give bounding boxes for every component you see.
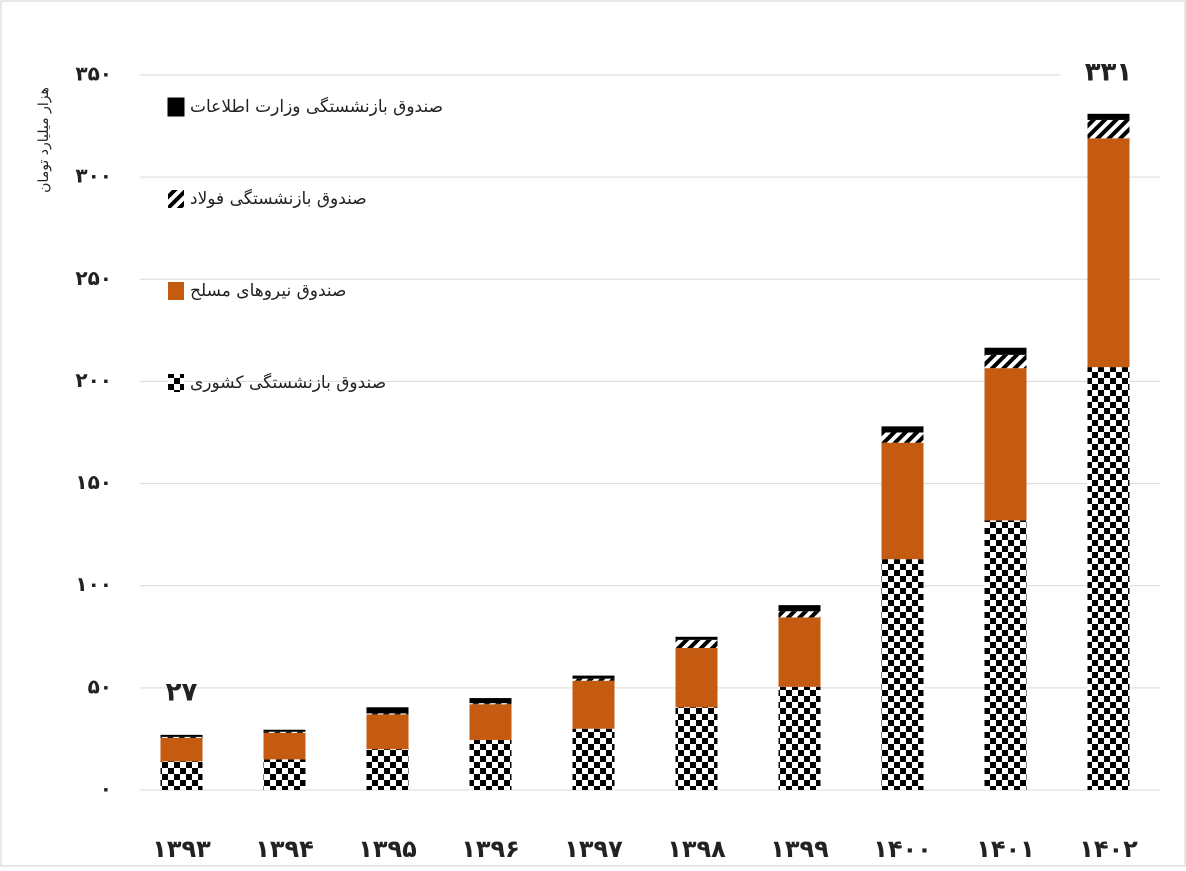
- bar-segment: [263, 759, 306, 790]
- total-label: ۳۳۱: [1085, 58, 1133, 88]
- bar-segment: [366, 707, 409, 714]
- x-tick-label: ۱۳۹۶: [461, 835, 520, 863]
- y-tick-label: ۳۵۰: [75, 62, 112, 86]
- bar-segment: [778, 617, 821, 687]
- bar-segment: [469, 703, 512, 705]
- y-tick-label: ۱۰۰: [75, 572, 112, 596]
- bar-segment: [160, 734, 203, 737]
- bar-segment: [469, 739, 512, 790]
- bar-segment: [263, 729, 306, 732]
- bar-segment: [572, 728, 615, 790]
- y-tick-label: ۲۵۰: [75, 266, 112, 290]
- x-tick-label: ۱۴۰۲: [1079, 835, 1138, 863]
- bar-segment: [572, 678, 615, 681]
- bar-segment: [366, 749, 409, 790]
- bar-segment: [675, 707, 718, 790]
- bar-segment: [572, 675, 615, 679]
- bar-segment: [160, 761, 203, 790]
- bar-segment: [160, 736, 203, 738]
- bar-segment: [675, 636, 718, 640]
- bar-segment: [160, 737, 203, 762]
- x-tick-label: ۱۳۹۳: [152, 835, 211, 863]
- bar-segment: [881, 426, 924, 433]
- y-tick-label: ۵۰: [88, 674, 112, 698]
- legend-label: صندوق نیروهای مسلح: [190, 281, 346, 301]
- legend-label: صندوق بازنشستگی وزارت اطلاعات: [190, 96, 443, 117]
- x-tick-label: ۱۳۹۸: [667, 835, 726, 863]
- bar-segment: [984, 368, 1027, 521]
- legend-label: صندوق بازنشستگی کشوری: [190, 372, 386, 393]
- bar-segment: [1087, 138, 1130, 368]
- x-tick-label: ۱۴۰۱: [976, 835, 1035, 863]
- bar-segment: [984, 354, 1027, 369]
- total-label: ۲۷: [166, 677, 198, 707]
- x-tick-label: ۱۳۹۹: [770, 835, 829, 863]
- bar-segment: [881, 442, 924, 560]
- bar-segment: [778, 605, 821, 612]
- y-tick-label: ۰: [100, 777, 112, 801]
- bar-segment: [469, 704, 512, 740]
- x-tick-label: ۱۳۹۷: [564, 835, 623, 863]
- legend-swatch: [168, 190, 184, 208]
- bar-segment: [263, 732, 306, 760]
- bar-segment: [469, 698, 512, 704]
- y-axis-label: هزار میلیارد تومان: [36, 87, 52, 193]
- bar-segment: [263, 731, 306, 733]
- bar-segment: [778, 611, 821, 618]
- bar-segment: [1087, 119, 1130, 139]
- x-tick-label: ۱۴۰۰: [873, 835, 932, 863]
- bar-segment: [675, 639, 718, 649]
- x-tick-label: ۱۳۹۴: [255, 835, 314, 863]
- y-tick-label: ۳۰۰: [75, 164, 112, 188]
- legend-swatch: [167, 97, 185, 117]
- bar-segment: [984, 347, 1027, 355]
- legend-swatch: [168, 282, 184, 300]
- bar-segment: [778, 686, 821, 790]
- bar-segment: [984, 520, 1027, 790]
- x-tick-label: ۱۳۹۵: [358, 835, 417, 863]
- y-tick-label: ۲۰۰: [75, 368, 112, 392]
- legend-label: صندوق بازنشستگی فولاد: [190, 188, 367, 209]
- bar-segment: [1087, 113, 1130, 120]
- legend-swatch: [168, 374, 184, 392]
- bar-segment: [1087, 367, 1130, 790]
- bar-segment: [572, 680, 615, 729]
- bar-segment: [366, 714, 409, 750]
- bar-segment: [675, 648, 718, 708]
- y-tick-label: ۱۵۰: [75, 470, 112, 494]
- bar-segment: [881, 559, 924, 790]
- bar-segment: [366, 713, 409, 715]
- bar-segment: [881, 432, 924, 443]
